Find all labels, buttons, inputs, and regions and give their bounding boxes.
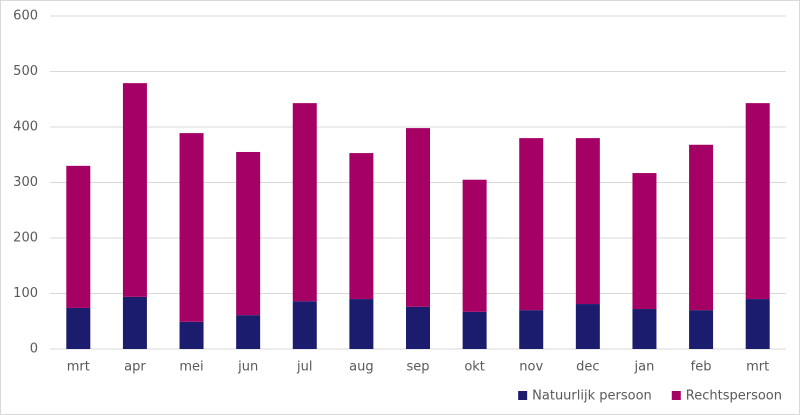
y-tick-label: 200 — [13, 231, 38, 246]
bar-segment — [66, 165, 91, 308]
bar-segment — [689, 310, 714, 349]
bar-segment — [292, 103, 317, 302]
x-tick-label: okt — [464, 360, 485, 375]
y-tick-label: 500 — [13, 64, 38, 79]
bar-segment — [519, 310, 544, 349]
x-tick-label: aug — [349, 360, 373, 375]
bar-segment — [632, 173, 657, 310]
bar-segment — [575, 304, 600, 349]
bar-segment — [122, 83, 147, 297]
bar-segment — [689, 144, 714, 311]
bar-segment — [406, 128, 430, 307]
bar-segment — [122, 296, 147, 349]
bar-segment — [292, 301, 317, 349]
legend-swatch — [671, 391, 681, 400]
bar-segment — [632, 309, 657, 349]
x-tick-label: mrt — [67, 360, 90, 375]
x-tick-label: sep — [406, 360, 429, 375]
legend-label: Rechtspersoon — [686, 389, 782, 404]
bar-segment — [179, 321, 204, 349]
y-tick-label: 400 — [13, 120, 38, 135]
bar-segment — [575, 138, 600, 305]
y-tick-label: 0 — [30, 342, 38, 357]
bar-segment — [349, 153, 374, 300]
bar-segment — [179, 133, 204, 322]
bar-segment — [236, 315, 261, 349]
bar-segment — [462, 179, 487, 312]
x-tick-label: feb — [691, 360, 712, 375]
bar-segment — [519, 138, 544, 311]
bar-segment — [745, 299, 770, 349]
x-tick-label: jun — [237, 360, 258, 375]
bar-segment — [236, 151, 261, 316]
bar-segment — [349, 299, 374, 349]
y-tick-label: 300 — [13, 175, 38, 190]
bar-segment — [66, 307, 91, 349]
x-tick-label: apr — [124, 360, 146, 375]
x-tick-label: mei — [179, 360, 203, 375]
bar-segment — [406, 306, 430, 349]
bar-segment — [462, 311, 487, 349]
x-tick-label: jul — [296, 360, 312, 375]
y-tick-label: 100 — [13, 286, 38, 301]
legend-label: Natuurlijk persoon — [532, 389, 652, 404]
x-tick-label: jan — [634, 360, 655, 375]
bar-segment — [745, 103, 770, 300]
legend-swatch — [518, 391, 528, 400]
x-tick-label: mrt — [746, 360, 769, 375]
x-tick-label: nov — [519, 360, 543, 375]
x-tick-label: dec — [576, 360, 599, 375]
y-tick-label: 600 — [13, 9, 38, 24]
